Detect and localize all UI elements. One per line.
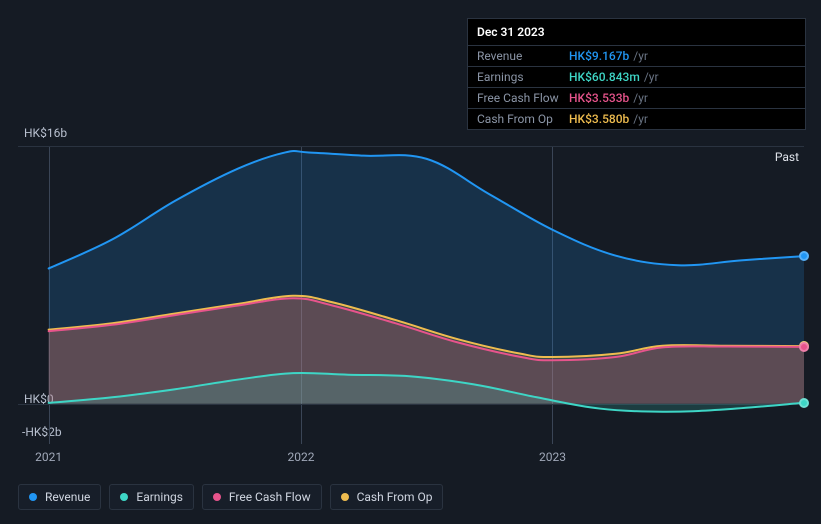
chart-plot <box>18 146 804 444</box>
tooltip-unit: /yr <box>633 91 648 105</box>
legend-item-cfo[interactable]: Cash From Op <box>330 484 444 510</box>
tooltip-row: Free Cash Flow HK$3.533b /yr <box>468 88 805 109</box>
legend-dot-icon <box>120 493 128 501</box>
legend-dot-icon <box>213 493 221 501</box>
chart-legend: Revenue Earnings Free Cash Flow Cash Fro… <box>18 484 443 510</box>
tooltip-label: Free Cash Flow <box>477 91 569 105</box>
tooltip-unit: /yr <box>633 112 648 126</box>
x-axis-tick: 2023 <box>539 450 566 464</box>
legend-item-revenue[interactable]: Revenue <box>18 484 101 510</box>
legend-label: Revenue <box>45 490 90 504</box>
y-axis-tick: HK$16b <box>24 126 67 140</box>
legend-item-fcf[interactable]: Free Cash Flow <box>202 484 322 510</box>
tooltip-unit: /yr <box>633 49 648 63</box>
x-axis-tick: 2021 <box>35 450 62 464</box>
chart-tooltip: Dec 31 2023 Revenue HK$9.167b /yr Earnin… <box>467 18 806 130</box>
tooltip-row: Revenue HK$9.167b /yr <box>468 46 805 67</box>
tooltip-label: Cash From Op <box>477 112 569 126</box>
tooltip-value: HK$3.580b <box>569 112 629 126</box>
legend-label: Free Cash Flow <box>229 490 311 504</box>
financial-chart-widget: { "canvas": { "width": 821, "height": 52… <box>0 0 821 524</box>
legend-label: Cash From Op <box>357 490 433 504</box>
tooltip-label: Earnings <box>477 70 569 84</box>
legend-label: Earnings <box>136 490 183 504</box>
tooltip-row: Earnings HK$60.843m /yr <box>468 67 805 88</box>
tooltip-value: HK$60.843m <box>569 70 640 84</box>
past-label: Past <box>775 150 799 164</box>
x-axis-tick: 2022 <box>287 450 314 464</box>
tooltip-date: Dec 31 2023 <box>468 19 805 46</box>
legend-item-earnings[interactable]: Earnings <box>109 484 194 510</box>
tooltip-row: Cash From Op HK$3.580b /yr <box>468 109 805 129</box>
legend-dot-icon <box>29 493 37 501</box>
tooltip-label: Revenue <box>477 49 569 63</box>
legend-dot-icon <box>341 493 349 501</box>
tooltip-value: HK$9.167b <box>569 49 629 63</box>
tooltip-value: HK$3.533b <box>569 91 629 105</box>
tooltip-unit: /yr <box>644 70 659 84</box>
